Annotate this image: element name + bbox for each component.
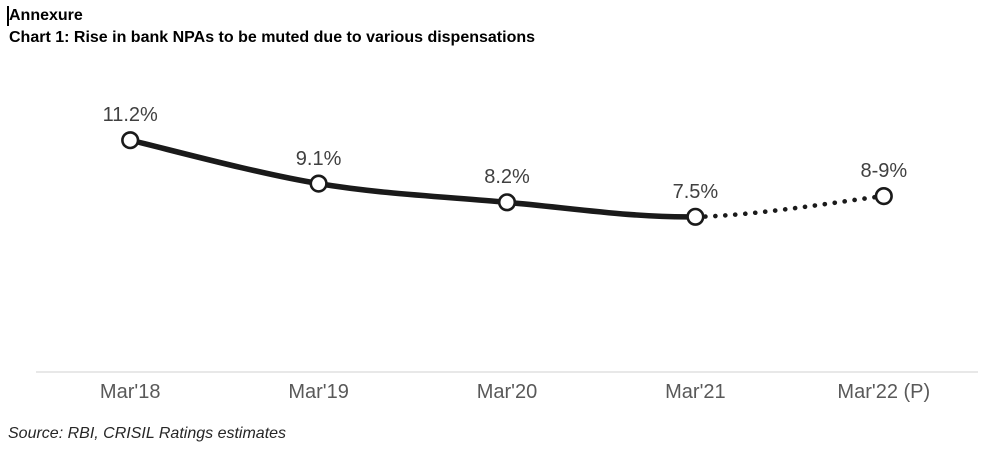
text-cursor [7, 6, 9, 26]
data-point-marker [874, 187, 893, 206]
source-note: Source: RBI, CRISIL Ratings estimates [8, 425, 287, 442]
npa-trend-line-solid [127, 137, 699, 220]
x-axis-label-mar18: Mar'18 [99, 381, 161, 403]
data-label-mar18: 11.2% [102, 104, 158, 127]
data-point-marker [497, 193, 517, 212]
data-point-marker [121, 131, 140, 150]
data-label-mar20: 8.2% [484, 166, 530, 189]
data-label-mar21: 7.5% [672, 180, 719, 203]
data-label-mar19: 9.1% [295, 147, 342, 170]
data-point-marker [686, 207, 705, 226]
annexure-heading: Annexure [9, 7, 83, 24]
chart-title: Chart 1: Rise in bank NPAs to be muted d… [9, 29, 536, 46]
x-axis-label-mar20: Mar'20 [476, 381, 538, 403]
x-axis-label-mar19: Mar'19 [288, 381, 349, 403]
npa-trend-line-dotted [693, 193, 887, 220]
x-axis-label-mar21: Mar'21 [665, 381, 726, 403]
x-axis-label-mar22: Mar'22 (P) [837, 381, 931, 403]
data-point-marker [309, 174, 328, 193]
data-label-mar22: 8-9% [860, 160, 908, 183]
